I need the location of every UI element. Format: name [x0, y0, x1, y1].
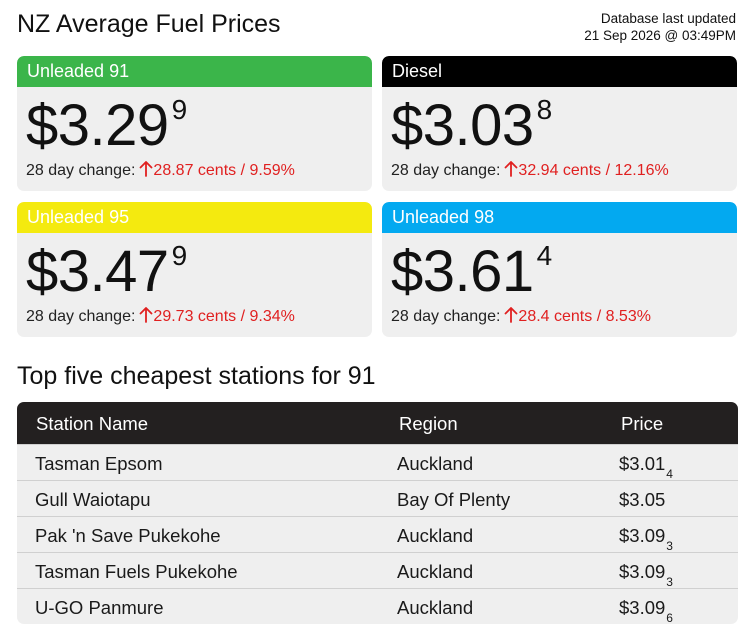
- arrow-up-icon: [140, 161, 153, 177]
- updated-timestamp: 21 Sep 2026 @ 03:49PM: [584, 28, 736, 43]
- station-region: Auckland: [397, 525, 474, 546]
- table-row: Pak 'n Save Pukekohe Auckland $3.093: [17, 516, 738, 553]
- arrow-up-icon: [140, 307, 153, 323]
- price-change-value: 32.94 cents / 12.16%: [518, 162, 669, 179]
- station-region: Auckland: [397, 597, 474, 618]
- station-region: Auckland: [397, 561, 474, 582]
- price-tenth-cent: 4: [536, 240, 553, 271]
- station-region: Auckland: [397, 453, 474, 474]
- cheapest-stations-table: Station Name Region Price Tasman Epsom A…: [17, 402, 738, 624]
- column-header-station-name: Station Name: [36, 413, 149, 434]
- price-change-value: 29.73 cents / 9.34%: [153, 308, 295, 325]
- price-tenth-cent: 9: [171, 240, 188, 271]
- database-updated-info: Database last updated 21 Sep 2026 @ 03:4…: [584, 10, 736, 44]
- table-row: Gull Waiotapu Bay Of Plenty $3.05: [17, 480, 738, 516]
- station-price: $3.093: [619, 561, 673, 589]
- column-header-price: Price: [621, 413, 664, 434]
- fuel-price: $3.03 8: [391, 93, 553, 158]
- table-row: U-GO Panmure Auckland $3.096: [17, 588, 738, 624]
- price-change-value: 28.87 cents / 9.59%: [153, 162, 295, 179]
- table-header: Station Name Region Price: [17, 402, 738, 444]
- fuel-card-header: Unleaded 91: [17, 56, 372, 87]
- stations-section-title: Top five cheapest stations for 91: [17, 362, 376, 390]
- fuel-card-header: Unleaded 98: [382, 202, 737, 233]
- fuel-card-unleaded-98: Unleaded 98 $3.61 4 28 day change: 28.4 ce…: [382, 202, 737, 337]
- table-row: Tasman Epsom Auckland $3.014: [17, 444, 738, 481]
- price-change-value: 28.4 cents / 8.53%: [518, 308, 651, 325]
- fuel-card-unleaded-95: Unleaded 95 $3.47 9 28 day change: 29.73 c…: [17, 202, 372, 337]
- station-price: $3.014: [619, 453, 673, 481]
- station-name: U-GO Panmure: [35, 597, 164, 618]
- updated-label: Database last updated: [600, 11, 736, 26]
- price-change: 28 day change: 28.87 cents / 9.59%: [26, 161, 295, 179]
- fuel-card-header: Unleaded 95: [17, 202, 372, 233]
- price-change: 28 day change: 28.4 cents / 8.53%: [391, 307, 651, 325]
- price-change: 28 day change: 32.94 cents / 12.16%: [391, 161, 669, 179]
- price-change: 28 day change: 29.73 cents / 9.34%: [26, 307, 295, 325]
- station-name: Pak 'n Save Pukekohe: [35, 525, 221, 546]
- page-title: NZ Average Fuel Prices: [17, 10, 281, 38]
- station-name: Gull Waiotapu: [35, 489, 151, 510]
- station-name: Tasman Fuels Pukekohe: [35, 561, 238, 582]
- arrow-up-icon: [505, 161, 518, 177]
- fuel-price: $3.47 9: [26, 239, 188, 304]
- station-price: $3.05: [619, 489, 666, 510]
- fuel-price: $3.29 9: [26, 93, 188, 158]
- station-region: Bay Of Plenty: [397, 489, 511, 510]
- fuel-card-unleaded-91: Unleaded 91 $3.29 9 28 day change: 28.87 c…: [17, 56, 372, 191]
- station-price: $3.093: [619, 525, 673, 553]
- price-tenth-cent: 9: [171, 94, 188, 125]
- fuel-card-header: Diesel: [382, 56, 737, 87]
- table-row: Tasman Fuels Pukekohe Auckland $3.093: [17, 552, 738, 589]
- station-price: $3.096: [619, 597, 673, 624]
- fuel-card-diesel: Diesel $3.03 8 28 day change: 32.94 cents …: [382, 56, 737, 191]
- column-header-region: Region: [399, 413, 458, 434]
- arrow-up-icon: [505, 307, 518, 323]
- price-tenth-cent: 8: [536, 94, 553, 125]
- fuel-price: $3.61 4: [391, 239, 553, 304]
- station-name: Tasman Epsom: [35, 453, 163, 474]
